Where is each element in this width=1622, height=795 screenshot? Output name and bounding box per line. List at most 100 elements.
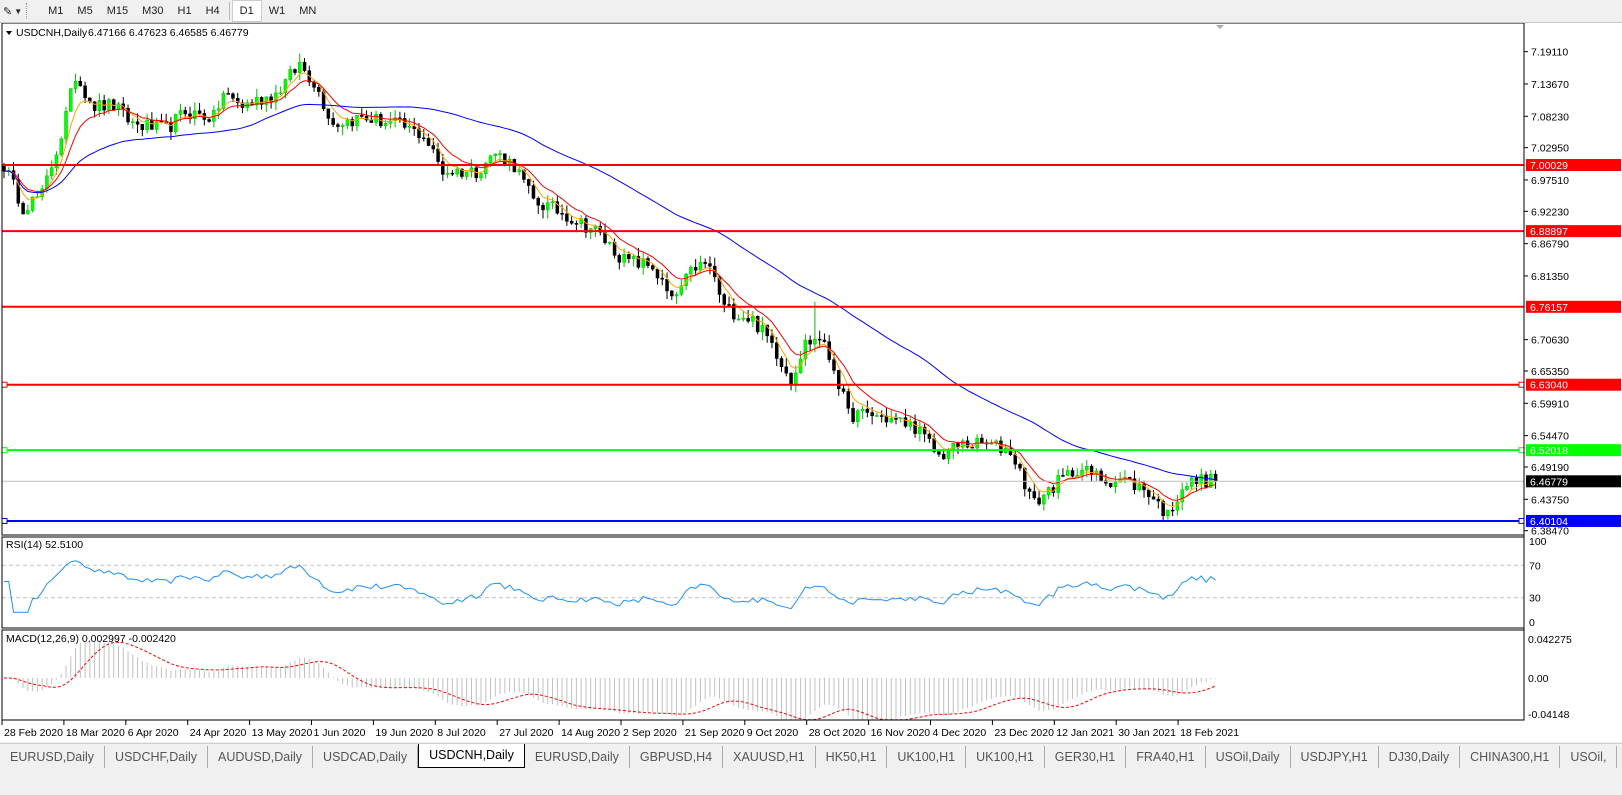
candle-body — [746, 317, 750, 322]
candle-body — [889, 418, 893, 423]
candle-body — [722, 294, 727, 305]
level-handle-start[interactable] — [1, 381, 8, 388]
timeframe-m15-button[interactable]: M15 — [106, 5, 129, 17]
candle-body — [846, 391, 851, 409]
timeframe-h4-button[interactable]: H4 — [205, 5, 220, 17]
chart-tab[interactable]: HK50,H1 — [816, 746, 888, 768]
candle-body — [1108, 483, 1113, 488]
chart-tab[interactable]: EURUSD,Daily — [525, 746, 630, 768]
timeframe-m30-button[interactable]: M30 — [142, 5, 164, 17]
chart-tab[interactable]: USDCNH,Daily — [418, 744, 525, 768]
chart-tab[interactable]: USDCHF,Daily — [105, 746, 208, 768]
candle-body — [913, 421, 917, 434]
candle-body — [140, 124, 145, 131]
status-area — [0, 769, 1622, 795]
timeframe-mn-button[interactable]: MN — [299, 5, 317, 17]
candle-body — [727, 304, 731, 306]
candle-body — [255, 97, 259, 106]
level-price-label: 6.40104 — [1530, 516, 1568, 528]
chart-tab[interactable]: USDJPY,H1 — [1291, 746, 1379, 768]
candle-body — [946, 450, 951, 460]
time-tick-label: 21 Sep 2020 — [685, 727, 745, 739]
candle-body — [856, 410, 860, 422]
timeframe-m1-button[interactable]: M1 — [48, 5, 64, 17]
candle-body — [488, 155, 493, 164]
candle-body — [522, 169, 526, 180]
rsi-pane[interactable] — [2, 560, 1524, 613]
chart-tab[interactable]: DJ30,Daily — [1379, 746, 1461, 768]
level-handle-end[interactable] — [1518, 447, 1525, 454]
candle-body — [531, 185, 536, 199]
tab-scroll-left-icon[interactable]: ◂ — [1617, 744, 1622, 769]
candle-body — [665, 278, 669, 292]
bid-price-badge — [1526, 475, 1621, 488]
chart-tab[interactable]: UK100,H1 — [887, 746, 967, 768]
collapse-triangle-icon[interactable] — [6, 31, 12, 35]
time-tick-label: 24 Apr 2020 — [190, 727, 247, 739]
draw-tool-icon[interactable]: ✎ — [3, 5, 13, 18]
timeframe-h1-button[interactable]: H1 — [177, 5, 192, 17]
chart-tab[interactable]: USOil,Daily — [1206, 746, 1291, 768]
time-tick-label: 19 Jun 2020 — [375, 727, 433, 739]
candle-body — [693, 267, 698, 271]
candle-body — [183, 110, 188, 115]
candle-body — [908, 421, 913, 427]
candle-body — [1070, 470, 1075, 477]
candle-body — [1175, 501, 1180, 511]
candle-body — [126, 107, 130, 123]
candle-body — [1151, 496, 1156, 500]
candle-body — [83, 85, 87, 99]
chart-tab[interactable]: XAUUSD,H1 — [723, 746, 816, 768]
time-tick-label: 18 Mar 2020 — [66, 727, 125, 739]
level-handle-end[interactable] — [1518, 381, 1525, 388]
chart-tab[interactable]: USDCAD,Daily — [313, 746, 419, 768]
timeframe-w1-button[interactable]: W1 — [268, 5, 286, 17]
dropdown-arrow-icon[interactable]: ▼ — [14, 6, 23, 16]
candle-body — [1085, 465, 1089, 471]
timeframe-d1-button[interactable]: D1 — [231, 0, 262, 22]
timeframe-m5-button[interactable]: M5 — [77, 5, 93, 17]
chart-tab[interactable]: FRA40,H1 — [1126, 746, 1206, 768]
axes: 7.00029 6.88897 6.76157 6.63040 6.52018 6.401… — [1, 22, 1621, 739]
candle-body — [1037, 497, 1041, 505]
level-handle-start[interactable] — [1, 447, 8, 454]
time-tick-label: 4 Dec 2020 — [933, 727, 987, 739]
candle-body — [355, 114, 359, 127]
candle-body — [526, 179, 531, 186]
candle-body — [226, 93, 230, 95]
candle-body — [54, 154, 59, 168]
chart-tab[interactable]: GBPUSD,H4 — [630, 746, 724, 768]
candle-body — [360, 114, 364, 117]
rsi-tick-label: 100 — [1529, 536, 1547, 548]
macd-pane[interactable] — [4, 639, 1217, 721]
toolbar-grip[interactable] — [26, 3, 35, 19]
candle-body — [774, 342, 779, 359]
level-price-label: 6.52018 — [1530, 445, 1568, 457]
level-handle-end[interactable] — [1518, 517, 1525, 524]
macd-tick-label: 0.042275 — [1528, 634, 1572, 646]
candle-body — [536, 197, 540, 206]
chart-tab[interactable]: AUDUSD,Daily — [208, 746, 314, 768]
candle-body — [1132, 478, 1137, 491]
chart-tab[interactable]: UK100,H1 — [966, 746, 1045, 768]
candle-body — [903, 417, 908, 427]
candle-body — [770, 335, 774, 343]
chart-canvas[interactable]: 7.00029 6.88897 6.76157 6.63040 6.52018 6.401… — [0, 0, 1622, 742]
candle-body — [736, 318, 741, 321]
price-pane[interactable] — [1, 53, 1525, 524]
candle-body — [870, 412, 874, 417]
candle-body — [64, 111, 68, 140]
candle-body — [30, 196, 35, 211]
candle-body — [503, 153, 507, 166]
macd-tick-label: -0.04148 — [1528, 709, 1570, 721]
candle-body — [412, 126, 416, 129]
candle-body — [641, 258, 645, 268]
chart-tab[interactable]: GER30,H1 — [1045, 746, 1127, 768]
chart-tab[interactable]: CHINA300,H1 — [1460, 746, 1561, 768]
chart-tab[interactable]: EURUSD,Daily — [0, 746, 106, 768]
candle-body — [479, 173, 483, 179]
candle-body — [69, 88, 73, 112]
price-tick-label: 6.92230 — [1531, 206, 1569, 218]
chart-tab[interactable]: USOil, — [1560, 746, 1618, 768]
level-handle-start[interactable] — [1, 517, 8, 524]
